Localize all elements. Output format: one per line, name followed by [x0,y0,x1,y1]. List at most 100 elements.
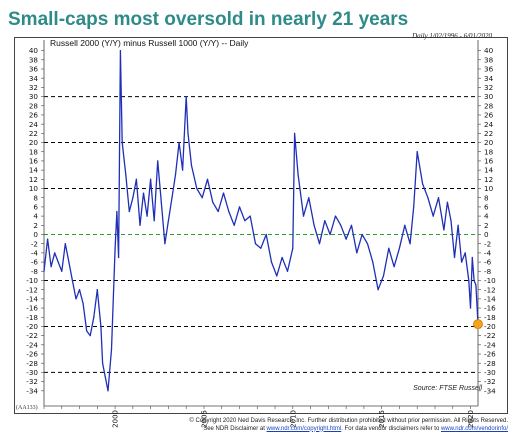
data-point [164,243,166,245]
data-point [96,289,98,291]
data-point [276,275,278,277]
y-tick-label-left: 40 [29,46,39,55]
y-tick-label-right: -18 [484,313,496,322]
data-point [238,206,241,208]
y-tick-label-right: -24 [484,340,496,349]
y-tick-label-left: 22 [29,129,38,138]
data-point [468,279,470,282]
data-point [178,141,180,144]
y-tick-label-left: -24 [26,340,38,349]
data-point [139,224,141,226]
copyright-link[interactable]: www.ndr.com/copyright.html [266,425,342,432]
y-tick-label-right: -32 [484,377,496,386]
data-point [43,270,45,272]
data-point [345,238,347,240]
y-tick-label-left: 12 [29,175,38,184]
data-point [174,174,177,176]
y-tick-label-right: -34 [484,386,496,395]
data-point [361,233,363,236]
y-tick-label-right: 16 [484,157,494,166]
data-point [187,132,189,134]
data-point [167,220,170,222]
data-point [160,201,162,203]
y-tick-label-left: 14 [29,166,39,175]
data-point [265,233,267,236]
data-point [121,141,123,144]
y-tick-label-right: -2 [484,239,491,248]
y-tick-label-right: 0 [484,230,489,239]
data-point [393,266,395,268]
data-point [297,174,299,176]
data-point [377,289,379,291]
vendor-info-link[interactable]: www.ndr.com/vendorinfo/ [440,425,508,432]
y-tick-label-right: -28 [484,359,496,368]
data-point [421,183,424,185]
data-point [450,220,452,222]
series-label: Russell 2000 (Y/Y) minus Russell 1000 (Y… [50,38,249,48]
y-tick-label-left: 0 [33,230,38,239]
data-point [196,187,198,190]
data-point [86,330,88,332]
data-point [190,164,193,167]
highlight-marker [473,319,483,330]
data-point [302,215,305,217]
data-point [201,197,203,199]
data-point [293,132,296,134]
data-point [114,247,116,249]
data-point [54,252,56,254]
chart-title: Small-caps most oversold in nearly 21 ye… [8,9,409,30]
data-point [350,224,353,226]
x-tick-label: 2005 [200,410,208,428]
y-tick-label-right: 28 [484,101,494,110]
y-tick-label-right: 26 [484,111,494,120]
x-tick-label: 2000 [112,410,120,428]
data-point [57,261,59,263]
y-tick-label-left: -16 [26,304,38,313]
data-point [217,210,219,213]
data-point [93,316,95,318]
y-tick-label-left: 4 [33,212,38,221]
data-point [446,201,449,203]
data-point [334,215,337,217]
y-tick-label-left: -26 [26,350,38,359]
data-point [366,243,369,245]
data-point [185,95,187,98]
y-tick-label-left: -22 [26,331,38,340]
y-tick-label-right: 10 [484,184,494,193]
y-tick-label-right: -16 [484,304,496,313]
y-tick-label-left: 36 [29,65,39,74]
data-point [228,210,230,213]
data-point [260,247,262,249]
y-tick-label-left: 18 [29,147,39,156]
data-point [471,256,473,259]
data-point [443,229,445,231]
data-point [82,302,84,305]
y-tick-label-left: 30 [29,92,39,101]
data-point [150,178,152,180]
data-point [104,376,106,378]
data-point [68,261,70,263]
data-point [244,220,246,222]
data-point [313,224,315,226]
y-tick-label-left: -32 [26,377,38,386]
y-tick-label-left: -20 [26,322,38,331]
data-point [382,275,385,277]
y-tick-label-right: -14 [484,294,496,303]
y-tick-label-right: 14 [484,166,494,175]
data-point [286,270,289,272]
y-tick-label-left: 26 [29,111,39,120]
data-point [46,238,49,240]
data-point [206,178,209,180]
data-point [461,261,463,263]
y-tick-label-right: 36 [484,65,494,74]
y-tick-label-right: 34 [484,74,494,83]
data-point [356,252,358,254]
y-axis-right: 4038363432302826242220181614121086420-2-… [477,40,496,406]
y-tick-label-right: 22 [484,129,493,138]
data-point [116,210,118,213]
data-point [102,362,104,364]
y-tick-label-left: -18 [26,313,38,322]
data-point [409,243,411,245]
disclaimer-text-a: See NDR Disclaimer at [203,425,265,432]
